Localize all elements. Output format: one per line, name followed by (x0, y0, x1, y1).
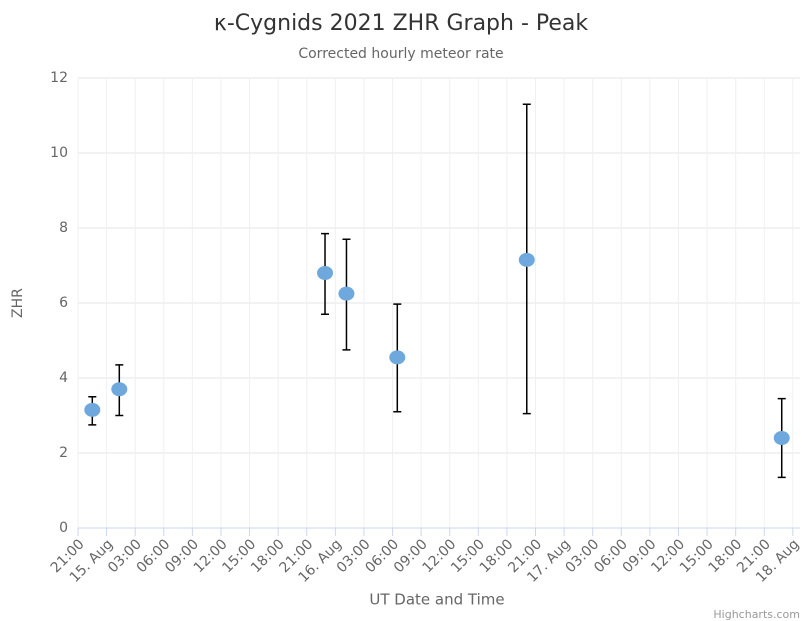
point (338, 286, 355, 301)
point (111, 382, 128, 397)
credits: Highcharts.com (713, 608, 800, 621)
point (389, 350, 406, 365)
y-tick-label: 8 (59, 220, 68, 236)
x-axis-title: UT Date and Time (369, 591, 504, 609)
y-tick-label: 2 (59, 445, 68, 461)
y-tick-label: 10 (50, 145, 68, 161)
y-tick-label: 12 (50, 70, 68, 86)
y-tick-label: 4 (59, 370, 68, 386)
point (518, 252, 535, 267)
y-tick-label: 0 (59, 520, 68, 536)
chart-subtitle: Corrected hourly meteor rate (298, 46, 503, 62)
y-axis-title: ZHR (10, 288, 26, 318)
y-tick-label: 6 (59, 295, 68, 311)
point (773, 431, 790, 445)
chart-title: κ-Cygnids 2021 ZHR Graph - Peak (214, 11, 589, 36)
point (317, 266, 334, 280)
point (84, 402, 101, 417)
